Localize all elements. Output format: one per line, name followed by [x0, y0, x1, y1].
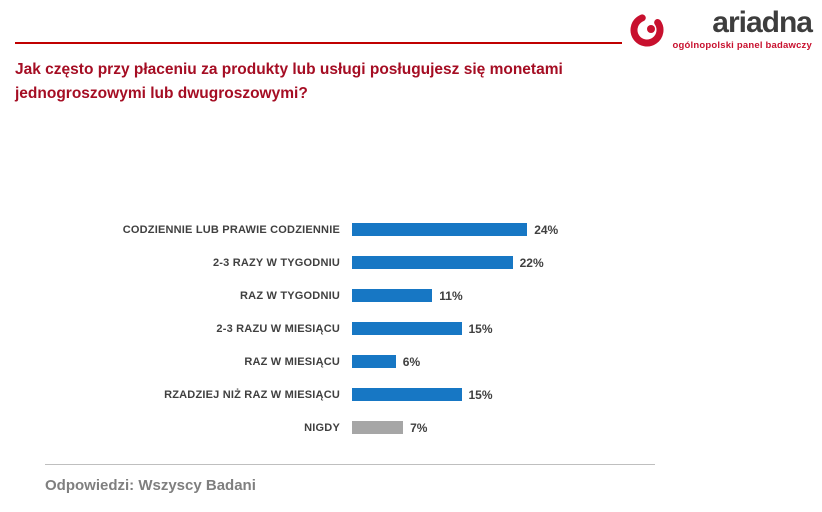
header-divider — [15, 42, 622, 44]
logo-wordmark: ariadna — [712, 6, 813, 39]
value-label: 22% — [519, 255, 544, 270]
bar — [352, 388, 462, 401]
footer-divider — [45, 464, 655, 465]
category-label: 2-3 RAZU W MIESIĄCU — [216, 322, 340, 335]
ariadna-logo: ariadna ogólnopolski panel badawczy — [627, 6, 813, 52]
bar — [352, 223, 528, 236]
bar-row: 2-3 RAZU W MIESIĄCU 15% — [0, 312, 822, 345]
value-label: 15% — [468, 321, 493, 336]
bar — [352, 355, 396, 368]
value-label: 7% — [410, 420, 428, 435]
ariadna-spiral-a-icon — [630, 13, 664, 47]
value-label: 11% — [439, 288, 463, 303]
bar — [352, 421, 404, 434]
category-label: RAZ W MIESIĄCU — [244, 355, 340, 368]
logo-tagline: ogólnopolski panel badawczy — [672, 40, 812, 51]
value-label: 6% — [402, 354, 421, 369]
bar-row: 2-3 RAZY W TYGODNIU 22% — [0, 246, 822, 279]
category-label: CODZIENNIE LUB PRAWIE CODZIENNIE — [122, 223, 340, 236]
bar-row: RAZ W TYGODNIU 11% — [0, 279, 822, 312]
category-label: NIGDY — [304, 421, 340, 434]
question-title: Jak często przy płaceniu za produkty lub… — [15, 61, 563, 103]
value-label: 24% — [534, 222, 559, 237]
category-label: RZADZIEJ NIŻ RAZ W MIESIĄCU — [164, 388, 340, 401]
value-label: 15% — [468, 387, 493, 402]
bar-row: RAZ W MIESIĄCU 6% — [0, 345, 822, 378]
bar — [352, 256, 513, 269]
bar — [352, 322, 462, 335]
bar — [352, 289, 433, 302]
bar-chart: CODZIENNIE LUB PRAWIE CODZIENNIE 24% 2-3… — [0, 213, 822, 444]
bar-row: RZADZIEJ NIŻ RAZ W MIESIĄCU 15% — [0, 378, 822, 411]
category-label: 2-3 RAZY W TYGODNIU — [212, 256, 340, 269]
bar-row: CODZIENNIE LUB PRAWIE CODZIENNIE 24% — [0, 213, 822, 246]
category-label: RAZ W TYGODNIU — [240, 289, 340, 302]
logo-text: ariadna ogólnopolski panel badawczy — [672, 6, 813, 52]
footer-note: Odpowiedzi: Wszyscy Badani — [45, 477, 256, 494]
bar-row: NIGDY 7% — [0, 411, 822, 444]
